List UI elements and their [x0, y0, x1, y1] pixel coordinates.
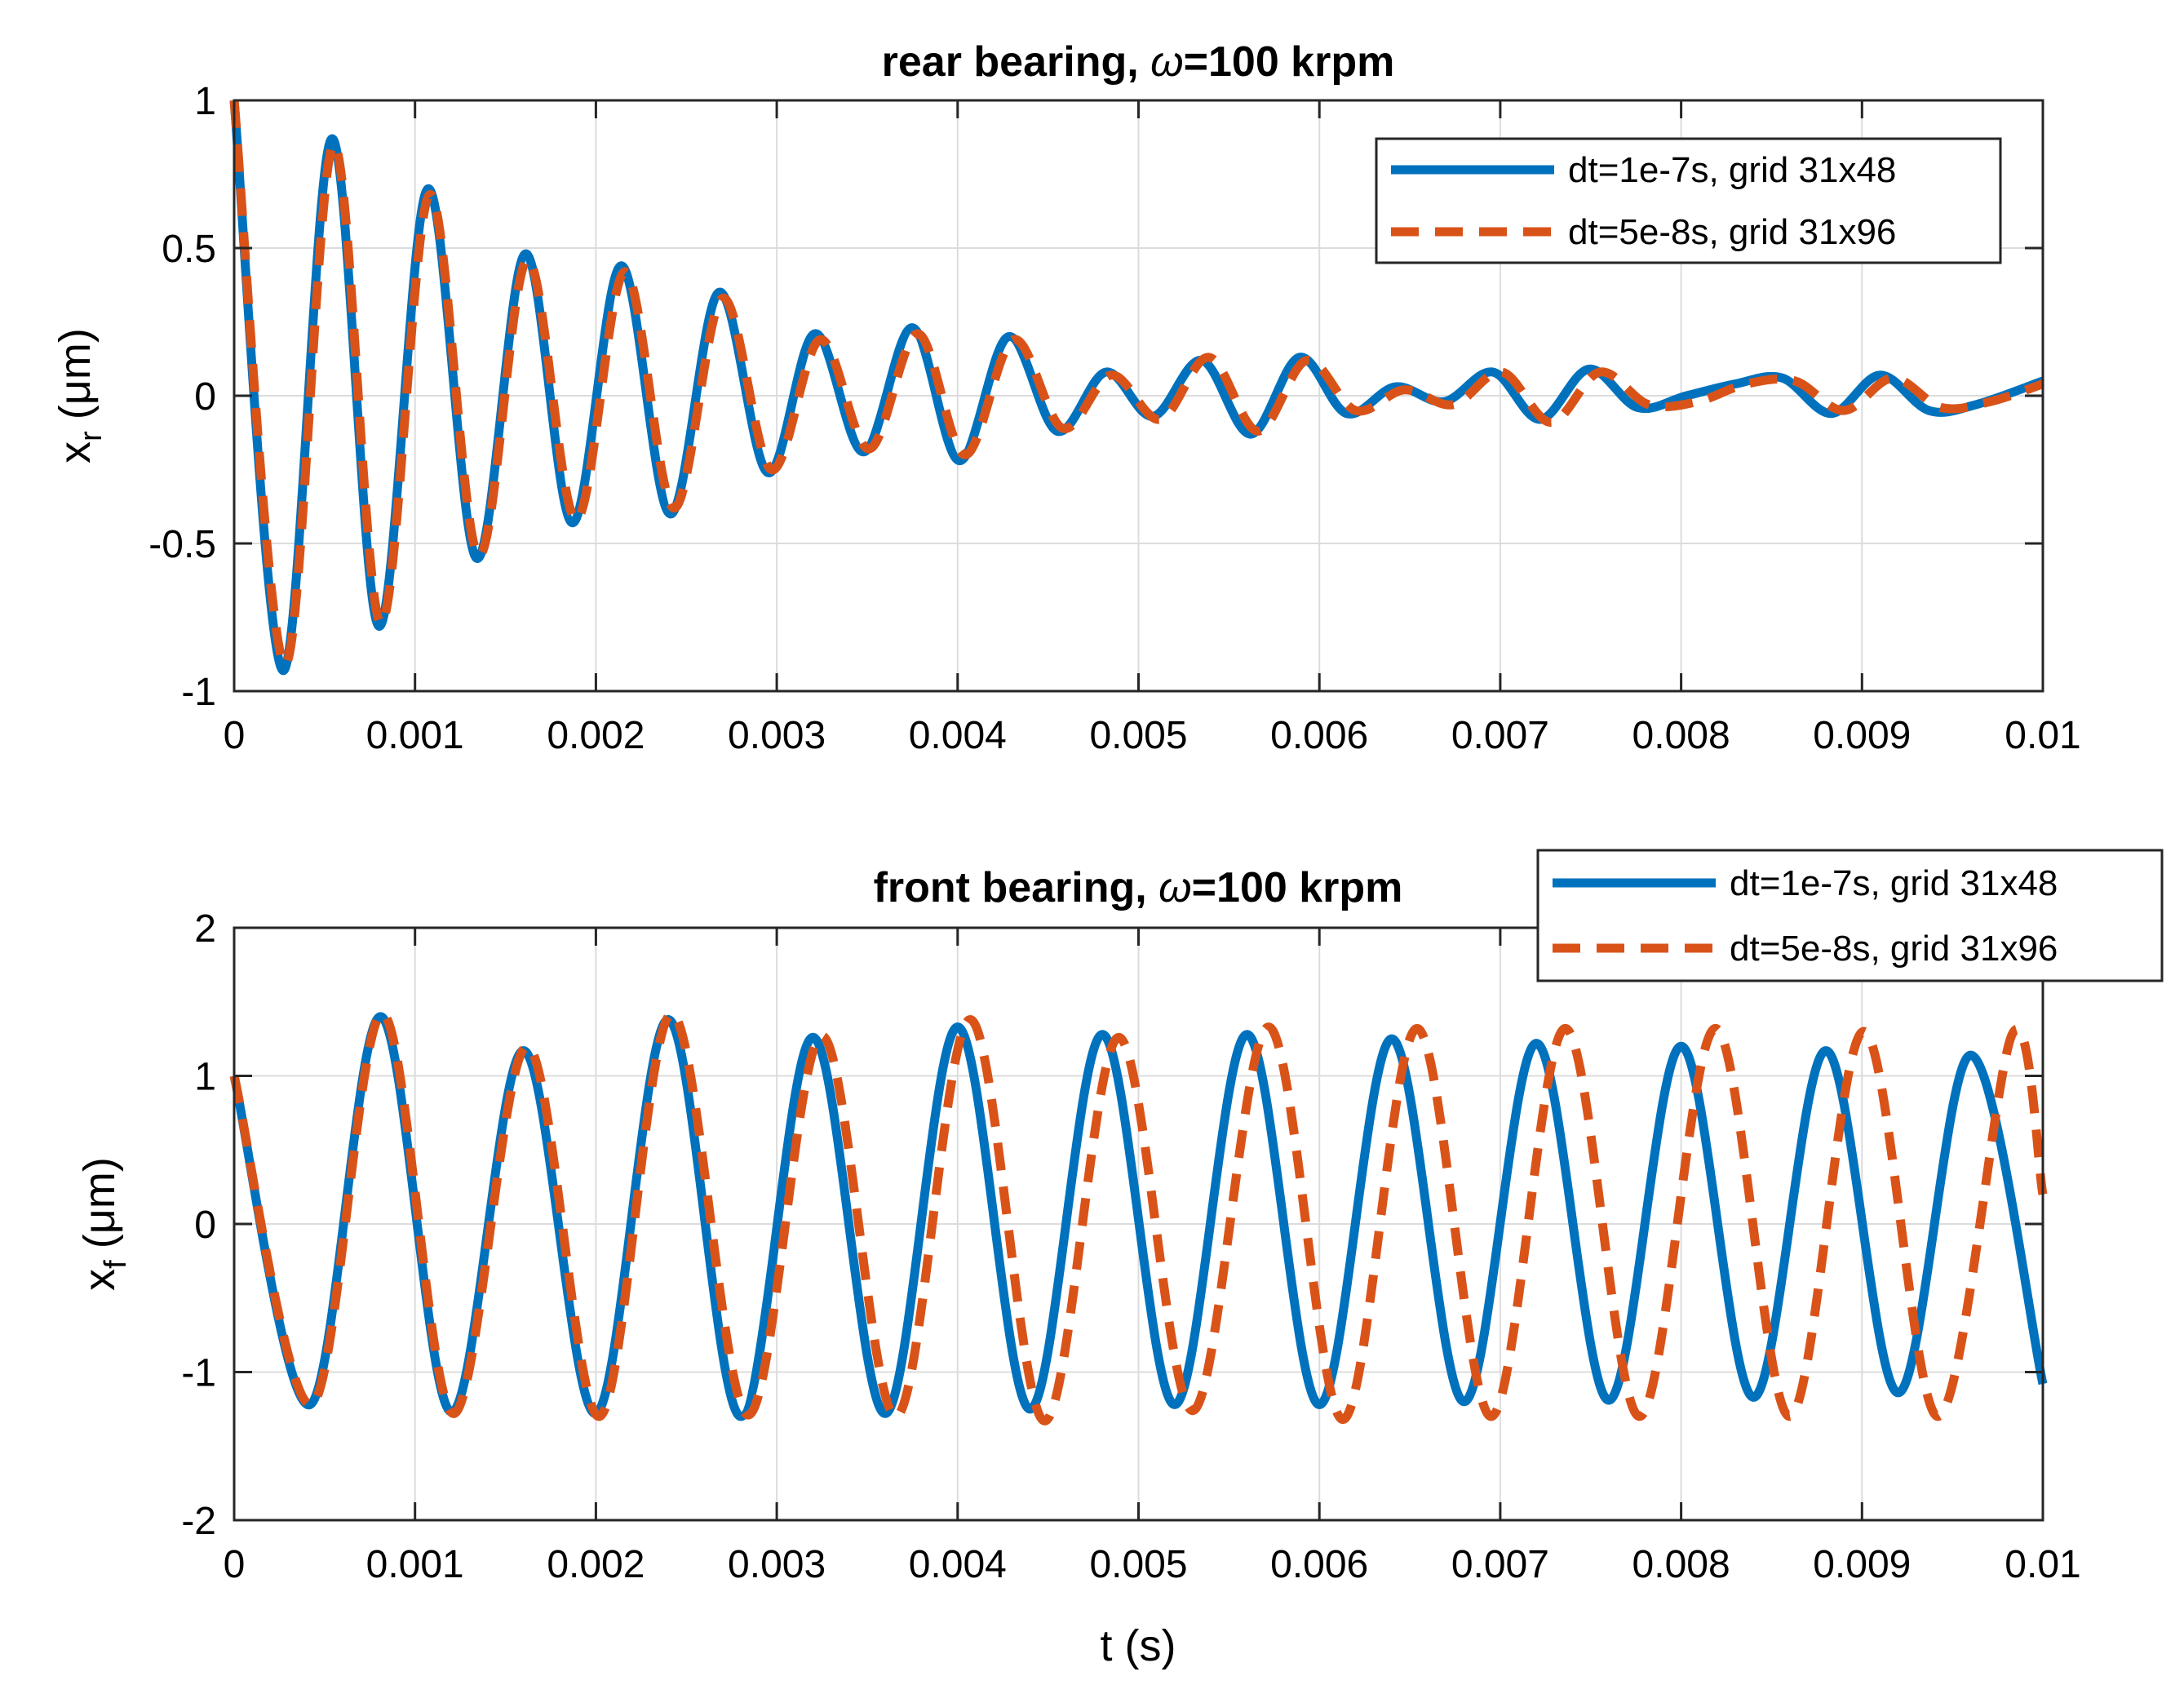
rear-series-dashed	[229, 100, 2044, 669]
rear-xtick-label-1: 0.001	[366, 714, 464, 757]
front-xtick-label-0: 0	[224, 1543, 246, 1586]
rear-ytick-label-3: 0.5	[162, 228, 216, 271]
front-series-dashed	[229, 1009, 2048, 1426]
front-xtick-label-4: 0.004	[909, 1543, 1007, 1586]
front-xtick-label-5: 0.005	[1089, 1543, 1187, 1586]
front-ytick-label-0: -2	[181, 1500, 216, 1543]
front-xtick-label-10: 0.01	[2005, 1543, 2080, 1586]
front-series	[229, 1009, 2048, 1426]
rear-y-axis-label: xr(μm)	[51, 328, 109, 463]
rear-xtick-label-6: 0.006	[1270, 714, 1368, 757]
front-ytick-label-2: 0	[194, 1204, 216, 1247]
front-xtick-label-9: 0.009	[1813, 1543, 1911, 1586]
rear-xtick-label-7: 0.007	[1451, 714, 1549, 757]
front-xtick-label-8: 0.008	[1632, 1543, 1730, 1586]
front-ytick-label-4: 2	[194, 907, 216, 951]
front-ytick-label-1: -1	[181, 1352, 216, 1395]
rear-xtick-label-2: 0.002	[547, 714, 645, 757]
rear-ytick-label-4: 1	[194, 80, 216, 123]
front-xtick-label-3: 0.003	[728, 1543, 826, 1586]
rear-xtick-label-4: 0.004	[909, 714, 1007, 757]
front-xtick-label-1: 0.001	[366, 1543, 464, 1586]
front-y-axis-label: xf(μm)	[75, 1157, 133, 1291]
front-legend: dt=1e-7s, grid 31x48 dt=5e-8s, grid 31x9…	[1536, 849, 2164, 982]
rear-ytick-label-2: 0	[194, 375, 216, 419]
front-legend-label-2: dt=5e-8s, grid 31x96	[1730, 929, 2058, 969]
rear-legend: dt=1e-7s, grid 31x48 dt=5e-8s, grid 31x9…	[1375, 137, 2002, 264]
rear-tick-labels: 0 0.001 0.002 0.003 0.004 0.005 0.006 0.007 0.00…	[148, 80, 2080, 757]
rear-chart-title: rear bearing, ω=100 krpm	[882, 38, 1395, 86]
front-xtick-label-2: 0.002	[547, 1543, 645, 1586]
rear-xtick-label-8: 0.008	[1632, 714, 1730, 757]
rear-xtick-label-5: 0.005	[1089, 714, 1187, 757]
front-series-solid	[229, 1012, 2048, 1421]
rear-xtick-label-3: 0.003	[728, 714, 826, 757]
front-bearing-axes: 0 0.001 0.002 0.003 0.004 0.005 0.006 0.007 0.00…	[75, 849, 2164, 1670]
rear-xtick-label-9: 0.009	[1813, 714, 1911, 757]
rear-legend-box	[1375, 137, 2002, 264]
rear-legend-label-2: dt=5e-8s, grid 31x96	[1568, 212, 1896, 252]
front-legend-box	[1536, 849, 2164, 982]
rear-legend-label-1: dt=1e-7s, grid 31x48	[1568, 150, 1896, 190]
rear-xtick-label-10: 0.01	[2005, 714, 2080, 757]
rear-series	[229, 100, 2044, 676]
rear-bearing-axes: 0 0.001 0.002 0.003 0.004 0.005 0.006 0.007 0.00…	[51, 38, 2081, 757]
rear-ytick-label-1: -0.5	[148, 523, 216, 566]
front-ytick-label-3: 1	[194, 1056, 216, 1099]
front-xtick-label-6: 0.006	[1270, 1543, 1368, 1586]
rear-xtick-label-0: 0	[224, 714, 246, 757]
rear-ytick-label-0: -1	[181, 671, 216, 714]
front-tick-labels: 0 0.001 0.002 0.003 0.004 0.005 0.006 0.007 0.00…	[181, 907, 2080, 1586]
front-chart-title: front bearing, ω=100 krpm	[874, 864, 1403, 911]
front-xtick-label-7: 0.007	[1451, 1543, 1549, 1586]
front-x-axis-label: t (s)	[1101, 1621, 1176, 1670]
front-legend-label-1: dt=1e-7s, grid 31x48	[1730, 863, 2058, 903]
